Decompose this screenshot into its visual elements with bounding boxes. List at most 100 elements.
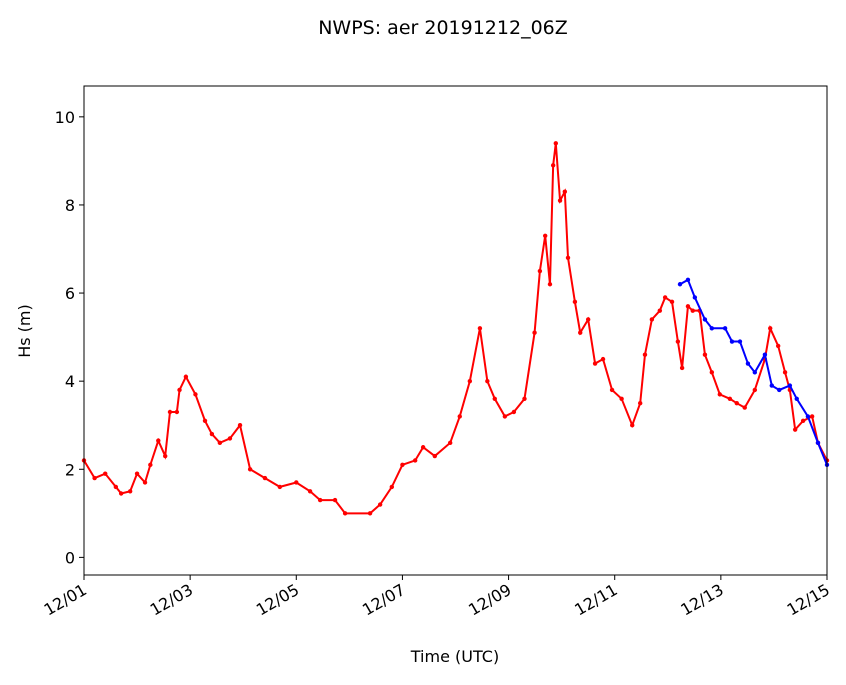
data-point xyxy=(247,467,253,472)
x-tick-label: 12/15 xyxy=(784,580,833,620)
data-point xyxy=(537,268,543,274)
y-tick-label: 8 xyxy=(65,196,75,215)
data-point xyxy=(193,392,198,397)
data-point xyxy=(485,378,490,384)
data-point xyxy=(412,458,418,463)
data-point xyxy=(692,295,698,300)
data-point xyxy=(794,396,799,401)
data-point xyxy=(742,405,747,410)
data-point xyxy=(762,352,768,357)
data-point xyxy=(805,414,811,419)
x-tick-label: 12/09 xyxy=(465,580,514,620)
data-point xyxy=(174,409,180,415)
data-point xyxy=(782,370,788,375)
data-point xyxy=(317,497,323,503)
data-point xyxy=(367,511,373,516)
data-point xyxy=(547,282,553,287)
data-point xyxy=(709,326,715,331)
data-point xyxy=(332,497,338,503)
data-point xyxy=(685,277,691,283)
data-point xyxy=(702,352,708,357)
data-point xyxy=(649,317,655,322)
chart-title: NWPS: aer 20191212_06Z xyxy=(318,17,568,39)
data-point xyxy=(565,255,571,261)
data-point xyxy=(167,409,173,415)
data-point xyxy=(148,462,153,468)
data-point xyxy=(457,414,462,419)
y-tick-label: 0 xyxy=(65,548,75,567)
x-tick-label: 12/13 xyxy=(677,580,726,620)
data-point xyxy=(679,365,685,371)
y-tick-label: 6 xyxy=(65,284,75,303)
data-point xyxy=(662,295,668,300)
data-point xyxy=(502,414,508,419)
y-tick-label: 4 xyxy=(65,372,75,391)
data-point xyxy=(492,396,497,401)
data-point xyxy=(202,418,208,424)
y-axis-label: Hs (m) xyxy=(15,304,34,358)
data-point xyxy=(752,370,758,375)
data-point xyxy=(619,396,624,401)
data-point xyxy=(307,489,313,494)
y-tick-label: 10 xyxy=(55,108,75,127)
data-point xyxy=(447,440,453,446)
data-point xyxy=(562,189,568,194)
data-point xyxy=(227,436,233,441)
data-point xyxy=(572,299,578,305)
data-point xyxy=(342,511,348,516)
data-point xyxy=(542,233,548,238)
data-point xyxy=(657,308,663,313)
series-line xyxy=(83,143,828,515)
data-point xyxy=(752,387,758,393)
data-point xyxy=(685,304,691,309)
data-point xyxy=(262,475,268,481)
data-point xyxy=(734,400,739,406)
data-point xyxy=(775,343,781,349)
y-tick-label: 2 xyxy=(65,460,75,479)
data-point xyxy=(532,330,537,335)
data-point xyxy=(294,480,299,485)
data-point xyxy=(792,427,798,432)
data-point xyxy=(389,484,395,490)
data-point xyxy=(630,423,635,428)
data-point xyxy=(183,374,189,379)
data-point xyxy=(769,383,775,388)
data-point xyxy=(600,356,606,362)
data-point xyxy=(277,484,283,490)
data-point xyxy=(467,378,473,384)
data-point xyxy=(777,387,782,393)
data-point xyxy=(669,299,675,305)
data-point xyxy=(637,400,643,406)
data-point xyxy=(118,491,124,496)
x-tick-label: 12/01 xyxy=(41,580,90,620)
data-point xyxy=(727,396,733,401)
data-point xyxy=(550,163,556,168)
data-point xyxy=(609,387,615,393)
data-point xyxy=(113,484,119,490)
data-point xyxy=(156,438,161,443)
data-point xyxy=(92,475,97,481)
data-point xyxy=(477,326,483,331)
data-point xyxy=(432,453,438,459)
data-point xyxy=(768,326,773,331)
data-point xyxy=(420,445,426,450)
data-point xyxy=(217,440,223,446)
data-point xyxy=(809,414,815,419)
x-tick-label: 12/07 xyxy=(359,580,408,620)
data-point xyxy=(209,431,215,437)
series-line xyxy=(679,278,828,466)
x-tick-label: 12/05 xyxy=(253,580,302,620)
data-point xyxy=(729,339,735,344)
data-point xyxy=(585,317,591,322)
data-point xyxy=(677,282,683,287)
data-point xyxy=(400,462,405,468)
data-point xyxy=(690,308,695,313)
data-point xyxy=(522,396,527,401)
data-point xyxy=(709,370,715,375)
data-point xyxy=(578,330,583,335)
data-point xyxy=(142,480,148,485)
data-point xyxy=(134,471,140,476)
data-point xyxy=(377,502,383,507)
data-point xyxy=(815,440,821,446)
